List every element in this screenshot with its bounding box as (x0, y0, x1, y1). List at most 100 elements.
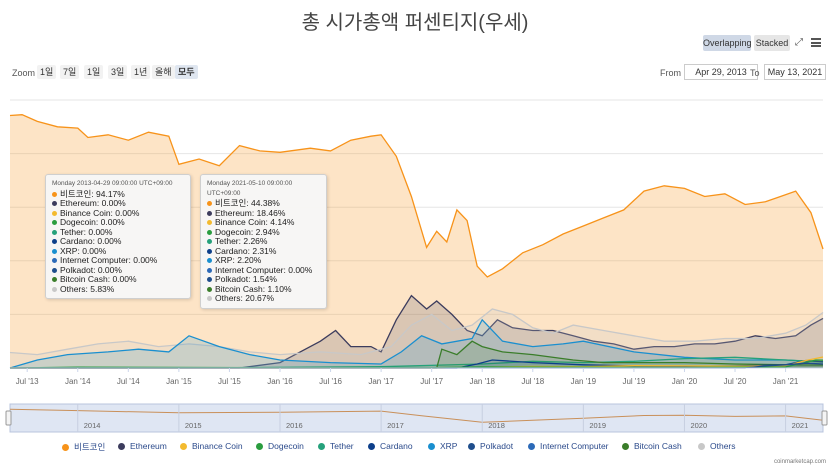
tooltip-value: 0.00% (82, 245, 107, 256)
tooltip-row: Cardano: 0.00% (52, 236, 184, 247)
tooltip-value: 4.14% (270, 217, 295, 227)
tooltip-value: 2.94% (255, 226, 280, 237)
tooltip-value: 94.17% (96, 188, 125, 199)
series-dot-icon (52, 286, 57, 292)
legend-label: XRP (440, 441, 458, 451)
tooltip-label: Bitcoin Cash: (215, 283, 268, 294)
legend-item[interactable]: Binance Coin (180, 441, 243, 451)
tooltip-2021: Monday 2021-05-10 09:00:00 UTC+09:00 비트코인… (200, 174, 327, 309)
tooltip-row: Internet Computer: 0.00% (207, 264, 320, 276)
tooltip-value: 2.20% (237, 255, 262, 265)
legend-item[interactable]: Internet Computer (528, 441, 609, 451)
x-tick-label: Jan '20 (672, 377, 698, 386)
tooltip-value: 2.26% (243, 236, 268, 246)
tooltip-header: Monday 2021-05-10 09:00:00 UTC+09:00 (207, 180, 293, 197)
tooltip-row: Dogecoin: 2.94% (207, 226, 320, 238)
legend-dot-icon (698, 443, 705, 450)
legend-item[interactable]: Dogecoin (256, 441, 304, 451)
legend-item[interactable]: XRP (428, 441, 457, 451)
series-line (10, 340, 824, 369)
series-dot-icon (207, 220, 212, 226)
x-tick-label: Jul '13 (16, 377, 39, 386)
tooltip-value: 1.54% (252, 274, 277, 284)
to-label: To (750, 68, 760, 78)
legend-label: Cardano (380, 441, 413, 451)
series-line (10, 294, 824, 369)
tooltip-label: Internet Computer: (215, 264, 289, 275)
x-tick-label: Jan '21 (773, 377, 799, 386)
tooltip-row: Binance Coin: 0.00% (52, 208, 184, 219)
x-tick-label: Jul '20 (724, 377, 747, 386)
legend-item[interactable]: Others (698, 441, 736, 451)
tooltip-label: Cardano: (60, 236, 98, 246)
tooltip-row: 비트코인: 94.17% (52, 188, 184, 200)
legend-item[interactable]: Ethereum (118, 441, 167, 451)
tooltip-value: 44.38% (251, 198, 280, 208)
chart-title: 총 시가총액 퍼센티지(우세) (301, 12, 529, 34)
tooltip-label: Others: (215, 293, 246, 303)
tooltip-value: 0.00% (88, 226, 113, 237)
zoom-option[interactable]: 1일 (84, 65, 104, 79)
tooltip-row: Others: 5.83% (52, 283, 184, 295)
legend-label: Bitcoin Cash (634, 441, 682, 451)
tooltip-value: 0.00% (100, 217, 125, 227)
tooltip-header: Monday 2013-04-29 09:00:00 UTC+09:00 (52, 180, 173, 187)
legend-dot-icon (528, 443, 535, 450)
tooltip-value: 5.83% (90, 283, 115, 294)
fullscreen-icon[interactable]: ⤢ (795, 37, 803, 48)
zoom-option[interactable]: 1년 (131, 65, 151, 79)
series-dot-icon (207, 210, 212, 216)
navigator-label: 2018 (488, 421, 505, 430)
series-area (10, 319, 823, 368)
legend-item[interactable]: Cardano (368, 441, 413, 451)
x-tick-label: Jul '19 (622, 377, 645, 386)
tooltip-label: Binance Coin: (215, 217, 271, 227)
tooltip-value: 1.10% (267, 283, 292, 294)
legend-label: Others (710, 441, 736, 451)
tooltip-row: Cardano: 2.31% (207, 246, 320, 257)
tooltip-label: Ethereum: (215, 207, 257, 218)
zoom-option[interactable]: 3일 (108, 65, 128, 79)
series-dot-icon (52, 258, 57, 264)
tooltip-row: XRP: 0.00% (52, 245, 184, 257)
zoom-label: Zoom (12, 68, 36, 78)
stacked-button[interactable]: Stacked (754, 35, 790, 51)
zoom-option[interactable]: 1일 (37, 65, 57, 79)
legend-item[interactable]: 비트코인 (62, 441, 105, 453)
tooltip-row: Polkadot: 1.54% (207, 274, 320, 285)
tooltip-row: Ethereum: 18.46% (207, 207, 320, 219)
to-date-input[interactable]: May 13, 2021 (764, 64, 826, 80)
chart-legend: 비트코인 Ethereum Binance Coin Dogecoin Tether Ca… (0, 441, 830, 453)
tooltip-label: XRP: (215, 255, 238, 265)
tooltip-label: Others: (60, 283, 91, 294)
legend-item[interactable]: Polkadot (468, 441, 513, 451)
zoom-option[interactable]: 올해 (152, 65, 175, 79)
legend-dot-icon (118, 443, 125, 450)
tooltip-row: Binance Coin: 4.14% (207, 217, 320, 228)
tooltip-label: Polkadot: (60, 264, 98, 275)
legend-label: Ethereum (130, 441, 167, 451)
tooltip-label: Tether: (60, 226, 89, 237)
legend-item[interactable]: Bitcoin Cash (622, 441, 682, 451)
zoom-option[interactable]: 7일 (60, 65, 80, 79)
x-tick-label: Jan '15 (166, 377, 192, 386)
x-tick-label: Jan '14 (65, 377, 91, 386)
zoom-option[interactable]: 모두 (175, 65, 198, 79)
legend-label: Dogecoin (268, 441, 304, 451)
tooltip-label: XRP: (60, 245, 83, 256)
from-date-input[interactable]: Apr 29, 2013 (684, 64, 758, 80)
overlapping-button[interactable]: Overlapping (703, 35, 752, 51)
tooltip-label: 비트코인: (60, 188, 97, 199)
menu-icon[interactable] (811, 38, 821, 47)
tooltip-row: Bitcoin Cash: 1.10% (207, 283, 320, 295)
series-area (10, 309, 823, 368)
navigator-label: 2015 (185, 421, 202, 430)
legend-item[interactable]: Tether (318, 441, 354, 451)
legend-label: Binance Coin (192, 441, 243, 451)
tooltip-row: Ethereum: 0.00% (52, 198, 184, 209)
navigator-line (9, 408, 824, 423)
tooltip-row: Tether: 0.00% (52, 226, 184, 238)
tooltip-label: Dogecoin: (60, 217, 101, 227)
series-dot-icon (52, 201, 57, 207)
tooltip-row: Others: 20.67% (207, 293, 320, 304)
